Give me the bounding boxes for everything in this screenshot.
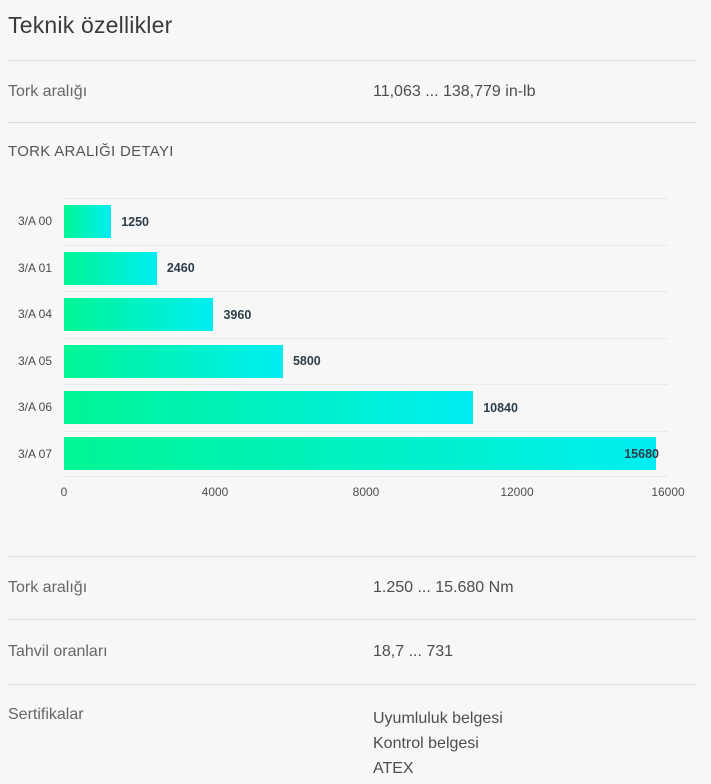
bar-value-label: 5800 xyxy=(292,354,321,369)
torque-bar-chart: 3/A 00 1250 3/A 01 2460 3/A 04 3960 3/A … xyxy=(0,198,711,507)
certificate-list: Uyumluluk belgesi Kontrol belgesi ATEX xyxy=(373,706,503,781)
certificate-item: Uyumluluk belgesi xyxy=(373,710,503,727)
bar-value-label: 2460 xyxy=(166,261,195,276)
bar-value-label: 1250 xyxy=(121,214,149,229)
certificate-item: ATEX xyxy=(373,760,414,777)
spec-value: 11,063 ... 138,779 in-lb xyxy=(373,82,536,100)
x-tick: 4000 xyxy=(201,485,229,499)
torque-bar xyxy=(64,391,474,425)
spec-row-ratios: Tahvil oranları 18,7 ... 731 xyxy=(0,620,711,684)
spec-value: 1.250 ... 15.680 Nm xyxy=(373,579,514,596)
chart-row: 3/A 05 5800 xyxy=(0,337,711,385)
chart-row: 3/A 01 2460 xyxy=(0,244,711,292)
spec-label: Tork aralığı xyxy=(8,82,88,100)
bar-value-label: 10840 xyxy=(483,400,518,415)
x-axis: 0 4000 8000 12000 16000 xyxy=(60,477,685,507)
category-label: 3/A 06 xyxy=(17,400,52,415)
torque-bar xyxy=(64,298,214,332)
spec-label: Tork aralığı xyxy=(8,579,88,596)
x-tick: 0 xyxy=(60,485,68,499)
bar-value-label: 3960 xyxy=(223,307,252,322)
x-tick: 12000 xyxy=(500,485,534,499)
bar-value-label: 15680 xyxy=(624,446,659,461)
bar-track: 15680 xyxy=(64,430,668,477)
bar-track: 1250 xyxy=(64,198,668,245)
spec-row-certificates: Sertifikalar Uyumluluk belgesi Kontrol b… xyxy=(0,685,711,781)
torque-bar xyxy=(64,205,112,239)
torque-bar xyxy=(64,251,157,285)
chart-row: 3/A 04 3960 xyxy=(0,291,711,338)
torque-bar xyxy=(64,437,656,471)
category-label: 3/A 05 xyxy=(17,353,52,368)
bar-track: 5800 xyxy=(64,337,668,385)
spec-label: Tahvil oranları xyxy=(8,643,108,660)
category-label: 3/A 07 xyxy=(17,446,52,461)
spec-label: Sertifikalar xyxy=(8,706,84,723)
spec-row-torque-range-inlb: Tork aralığı 11,063 ... 138,779 in-lb xyxy=(0,61,711,122)
spec-row-torque-range-nm: Tork aralığı 1.250 ... 15.680 Nm xyxy=(0,557,711,619)
category-label: 3/A 01 xyxy=(17,260,52,275)
divider xyxy=(8,556,697,557)
spec-value: 18,7 ... 731 xyxy=(373,643,454,660)
chart-row: 3/A 00 1250 xyxy=(0,198,711,245)
divider xyxy=(8,684,697,685)
chart-row: 3/A 06 10840 xyxy=(0,384,711,431)
bar-track: 10840 xyxy=(64,384,668,431)
bar-track: 3960 xyxy=(64,291,668,338)
divider xyxy=(8,122,697,123)
x-tick: 8000 xyxy=(352,485,380,499)
page-title: Teknik özellikler xyxy=(8,12,173,38)
x-tick: 16000 xyxy=(651,485,685,499)
section-heading-torque-detail: TORK ARALIĞI DETAYI xyxy=(8,143,174,160)
chart-row: 3/A 07 15680 xyxy=(0,430,711,477)
torque-bar xyxy=(64,344,283,378)
divider xyxy=(8,60,697,61)
bar-track: 2460 xyxy=(64,244,668,292)
category-label: 3/A 04 xyxy=(17,307,52,322)
divider xyxy=(8,619,697,620)
certificate-item: Kontrol belgesi xyxy=(373,735,479,752)
category-label: 3/A 00 xyxy=(17,214,52,229)
